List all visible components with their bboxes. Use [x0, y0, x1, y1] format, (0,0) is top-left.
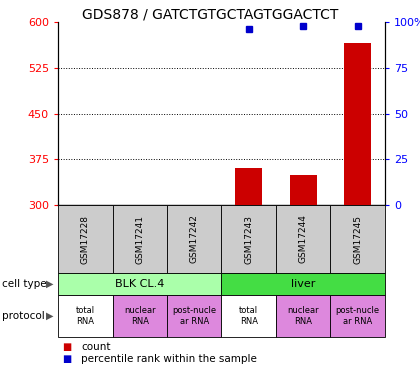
- Text: ▶: ▶: [46, 311, 54, 321]
- Text: total
RNA: total RNA: [239, 306, 258, 326]
- Text: BLK CL.4: BLK CL.4: [115, 279, 165, 289]
- Text: post-nucle
ar RNA: post-nucle ar RNA: [336, 306, 380, 326]
- Text: post-nucle
ar RNA: post-nucle ar RNA: [172, 306, 216, 326]
- Text: liver: liver: [291, 279, 315, 289]
- Text: total
RNA: total RNA: [76, 306, 95, 326]
- Text: percentile rank within the sample: percentile rank within the sample: [81, 354, 257, 364]
- Text: ▶: ▶: [46, 279, 54, 289]
- Text: ■: ■: [62, 342, 71, 352]
- Text: nuclear
RNA: nuclear RNA: [287, 306, 319, 326]
- Text: protocol: protocol: [2, 311, 45, 321]
- Bar: [290, 174, 317, 205]
- Text: GSM17228: GSM17228: [81, 214, 90, 264]
- Text: count: count: [81, 342, 110, 352]
- Text: nuclear
RNA: nuclear RNA: [124, 306, 155, 326]
- Text: GSM17243: GSM17243: [244, 214, 253, 264]
- Text: GSM17244: GSM17244: [299, 214, 308, 263]
- Bar: [344, 44, 371, 205]
- Bar: [235, 168, 262, 205]
- Text: cell type: cell type: [2, 279, 47, 289]
- Text: GSM17242: GSM17242: [190, 214, 199, 263]
- Text: GDS878 / GATCTGTGCTAGTGGACTCT: GDS878 / GATCTGTGCTAGTGGACTCT: [82, 8, 338, 22]
- Text: GSM17241: GSM17241: [135, 214, 144, 264]
- Text: ■: ■: [62, 354, 71, 364]
- Text: GSM17245: GSM17245: [353, 214, 362, 264]
